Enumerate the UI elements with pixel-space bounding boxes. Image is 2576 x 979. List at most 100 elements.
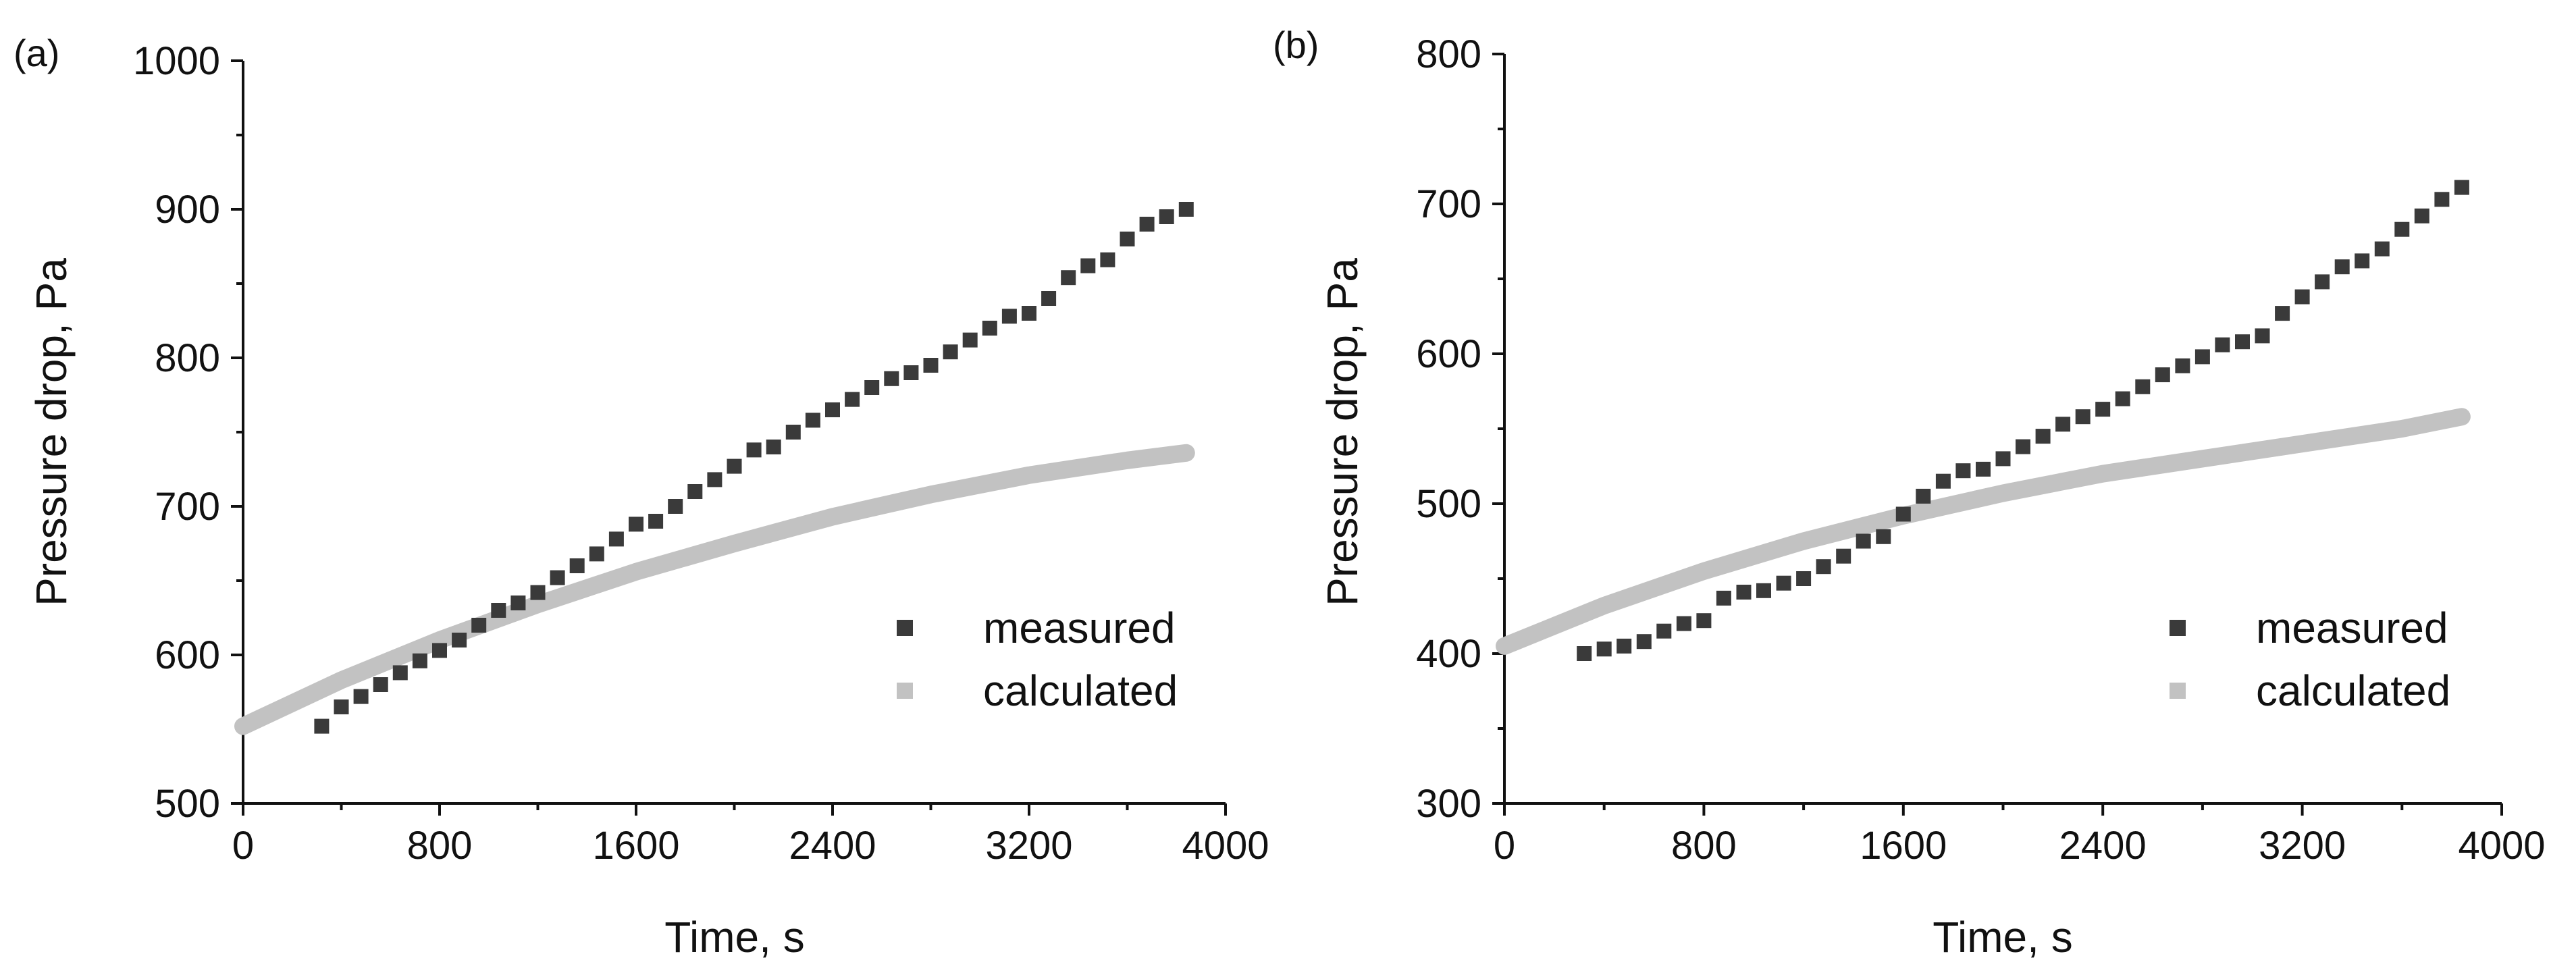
data-point-measured bbox=[589, 546, 604, 562]
data-point-measured bbox=[1001, 309, 1017, 324]
data-point-measured bbox=[1139, 217, 1155, 232]
data-point-measured bbox=[1120, 232, 1135, 246]
data-point-measured bbox=[1080, 258, 1096, 273]
data-point-measured bbox=[2095, 402, 2111, 417]
data-point-measured bbox=[1776, 575, 1791, 591]
x-tick-label: 3200 bbox=[985, 824, 1072, 868]
x-tick-label: 1600 bbox=[1860, 824, 1947, 868]
data-point-measured bbox=[2194, 349, 2210, 365]
data-point-measured bbox=[314, 718, 330, 734]
data-point-measured bbox=[884, 371, 899, 386]
data-point-measured bbox=[864, 380, 880, 395]
x-axis-title: Time, s bbox=[664, 913, 804, 961]
x-tick-label: 800 bbox=[1671, 824, 1737, 868]
data-point-measured bbox=[1696, 613, 1712, 629]
x-tick-label: 4000 bbox=[1182, 824, 1269, 868]
data-point-measured bbox=[2035, 429, 2051, 444]
data-point-measured bbox=[2315, 274, 2330, 290]
data-point-measured bbox=[1856, 533, 1871, 549]
y-tick-label: 400 bbox=[1416, 632, 1481, 676]
legend-label-calculated: calculated bbox=[2256, 666, 2450, 715]
data-point-measured bbox=[1736, 585, 1752, 600]
data-point-measured bbox=[1895, 506, 1911, 522]
data-point-measured bbox=[2175, 358, 2190, 373]
data-point-measured bbox=[1676, 616, 1691, 631]
data-point-measured bbox=[982, 321, 997, 336]
data-point-measured bbox=[1876, 529, 1891, 544]
data-point-measured bbox=[2275, 306, 2290, 321]
data-point-measured bbox=[923, 358, 939, 373]
data-point-measured bbox=[1061, 270, 1076, 286]
data-point-measured bbox=[471, 618, 487, 633]
y-tick-label: 700 bbox=[1416, 182, 1481, 226]
data-point-measured bbox=[2355, 253, 2370, 269]
legend-label-measured: measured bbox=[983, 604, 1176, 652]
data-point-measured bbox=[1976, 461, 1991, 477]
x-tick-label: 800 bbox=[407, 824, 473, 868]
x-tick-label: 0 bbox=[232, 824, 254, 868]
data-point-measured bbox=[2434, 192, 2450, 207]
legend-marker-calculated bbox=[897, 683, 913, 699]
data-point-measured bbox=[1955, 463, 1971, 479]
data-point-measured bbox=[648, 514, 664, 529]
data-point-measured bbox=[707, 472, 722, 487]
data-point-measured bbox=[1716, 590, 1731, 606]
data-point-measured bbox=[825, 402, 840, 417]
data-point-measured bbox=[746, 442, 762, 458]
legend-label-measured: measured bbox=[2256, 604, 2448, 652]
x-tick-label: 1600 bbox=[592, 824, 679, 868]
y-tick-label: 700 bbox=[155, 485, 220, 529]
series-line-calculated bbox=[1496, 408, 2471, 655]
x-tick-label: 4000 bbox=[2458, 824, 2545, 868]
data-point-measured bbox=[2414, 208, 2429, 223]
y-axis-title: Pressure drop, Pa bbox=[27, 258, 76, 606]
data-point-measured bbox=[1796, 571, 1812, 586]
y-tick-label: 500 bbox=[155, 782, 220, 826]
y-tick-label: 900 bbox=[155, 188, 220, 232]
data-point-measured bbox=[569, 558, 585, 573]
series-line-calculated bbox=[234, 444, 1195, 735]
data-point-measured bbox=[392, 665, 408, 681]
legend-marker-measured bbox=[897, 620, 913, 636]
x-tick-label: 0 bbox=[1494, 824, 1515, 868]
data-point-measured bbox=[373, 677, 388, 692]
data-point-measured bbox=[629, 517, 643, 532]
data-point-measured bbox=[903, 365, 919, 380]
legend-label-calculated: calculated bbox=[983, 666, 1178, 715]
data-point-measured bbox=[2235, 334, 2250, 350]
data-point-measured bbox=[491, 603, 506, 618]
data-point-measured bbox=[2075, 409, 2091, 425]
data-point-measured bbox=[668, 499, 683, 514]
data-point-measured bbox=[962, 332, 978, 348]
data-point-measured bbox=[432, 643, 447, 658]
data-point-measured bbox=[1022, 306, 1036, 321]
data-point-measured bbox=[2374, 241, 2390, 257]
y-tick-label: 300 bbox=[1416, 782, 1481, 826]
data-point-measured bbox=[2255, 328, 2270, 344]
x-tick-label: 2400 bbox=[789, 824, 876, 868]
x-tick-label: 3200 bbox=[2259, 824, 2346, 868]
data-point-measured bbox=[785, 425, 801, 440]
data-point-measured bbox=[412, 653, 427, 668]
x-axis-title: Time, s bbox=[1933, 913, 2072, 961]
data-point-measured bbox=[1178, 202, 1194, 217]
panel-label-a: (a) bbox=[14, 32, 59, 74]
data-point-measured bbox=[1995, 451, 2011, 467]
data-point-measured bbox=[1935, 473, 1951, 489]
data-point-measured bbox=[334, 699, 349, 714]
legend-marker-measured bbox=[2170, 620, 2186, 636]
data-point-measured bbox=[1041, 291, 1057, 306]
y-axis-title: Pressure drop, Pa bbox=[1318, 258, 1367, 606]
data-point-measured bbox=[2454, 180, 2469, 195]
chart-panel-a: (a) 0 800 1600 2400 3200 4000 500 600 700 800 900 1… bbox=[14, 32, 1269, 961]
data-point-measured bbox=[2115, 391, 2130, 406]
data-point-measured bbox=[1577, 646, 1592, 661]
data-point-measured bbox=[766, 440, 781, 454]
data-point-measured bbox=[2135, 379, 2151, 394]
y-tick-label: 800 bbox=[1416, 32, 1481, 76]
data-point-measured bbox=[608, 531, 624, 547]
data-point-measured bbox=[805, 413, 820, 428]
data-point-measured bbox=[550, 570, 565, 585]
data-point-measured bbox=[1816, 559, 1831, 575]
